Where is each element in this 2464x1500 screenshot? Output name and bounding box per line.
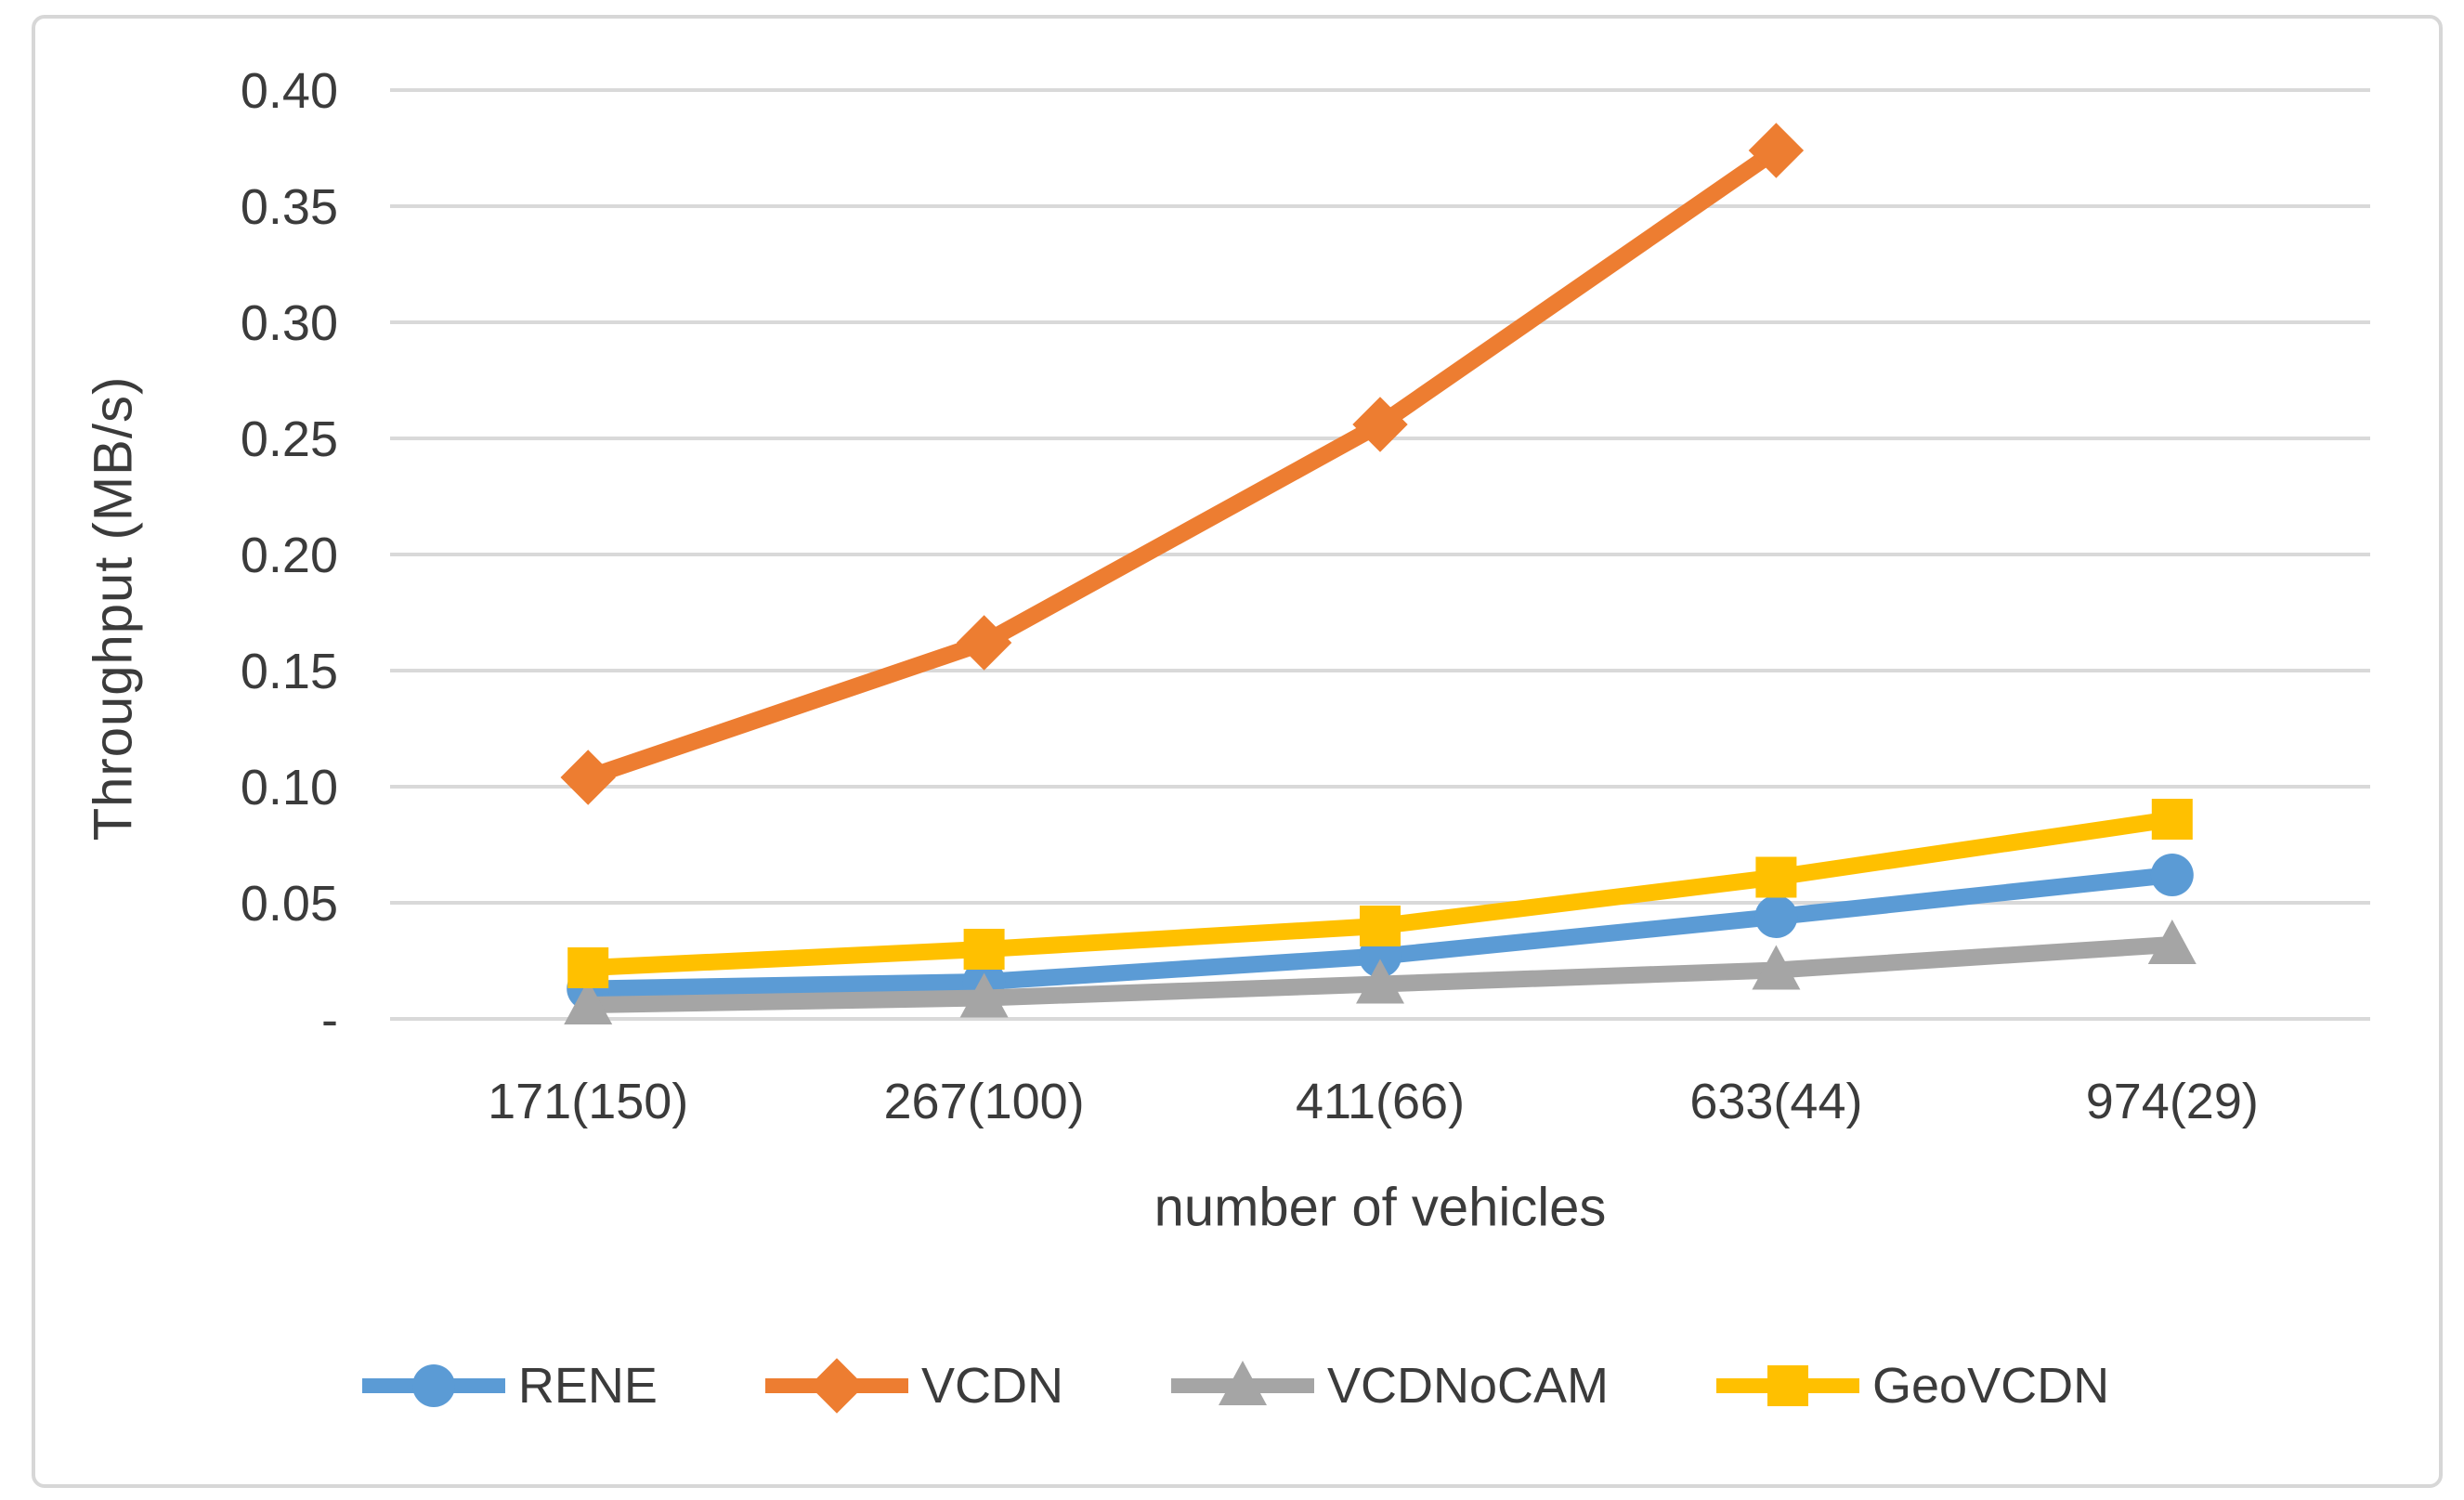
marker-GeoVCDN-2: [1360, 906, 1401, 946]
marker-VCDN-2: [1352, 397, 1408, 452]
rene-line-circle-icon: [361, 1364, 505, 1407]
legend: RENE VCDN VCDNoCAM GeoVCDN: [0, 1349, 2464, 1423]
marker-RENE-4: [2150, 854, 2194, 896]
x-axis-tick-label: 974(29): [2086, 1074, 2259, 1129]
legend-marker-VCDNoCAM: [1218, 1361, 1267, 1405]
legend-label-vcdnocam: VCDNoCAM: [1326, 1358, 1609, 1414]
marker-RENE-3: [1754, 895, 1798, 938]
legend-item-rene: RENE: [355, 1356, 658, 1415]
y-axis-tick-label: 0.05: [241, 876, 338, 932]
marker-GeoVCDN-4: [2151, 799, 2193, 840]
marker-VCDN-3: [1748, 123, 1805, 178]
vcdnocam-line-triangle-icon: [1170, 1361, 1314, 1405]
y-axis-tick-label: 0.20: [241, 528, 338, 583]
marker-VCDNoCAM-1: [959, 972, 1009, 1018]
x-axis-tick-label: 171(150): [488, 1074, 688, 1129]
y-axis-title: Throughput (MB/s): [83, 375, 144, 841]
chart-border-frame: [32, 15, 2443, 1488]
marker-GeoVCDN-1: [963, 929, 1005, 970]
marker-VCDN-1: [956, 615, 1012, 671]
geovcdn-line-square-icon: [1716, 1365, 1859, 1406]
vcdn-line-diamond-icon: [764, 1358, 908, 1414]
y-axis-tick-label: 0.35: [241, 179, 338, 235]
legend-item-vcdn: VCDN: [758, 1356, 1063, 1415]
y-axis-tick-label: 0.40: [241, 63, 338, 119]
x-axis-tick-label: 633(44): [1689, 1074, 1862, 1129]
marker-VCDNoCAM-0: [564, 980, 613, 1024]
legend-label-vcdn: VCDN: [920, 1358, 1063, 1414]
legend-marker-VCDN: [809, 1358, 865, 1414]
y-axis-tick-label: -: [321, 992, 338, 1048]
series-GeoVCDN: [567, 799, 2193, 988]
legend-label-rene: RENE: [517, 1358, 658, 1414]
series-line-VCDN: [585, 143, 1781, 786]
legend-item-vcdnocam: VCDNoCAM: [1164, 1356, 1609, 1415]
legend-marker-RENE: [411, 1364, 455, 1407]
x-axis-title: number of vehicles: [1154, 1177, 1607, 1238]
marker-VCDNoCAM-4: [2147, 920, 2197, 964]
legend-label-geovcdn: GeoVCDN: [1872, 1358, 2110, 1414]
series-VCDNoCAM: [564, 920, 2197, 1024]
marker-VCDNoCAM-2: [1356, 959, 1404, 1004]
y-axis-tick-label: 0.25: [241, 411, 338, 467]
marker-GeoVCDN-0: [567, 947, 609, 988]
y-axis-tick-label: 0.10: [241, 760, 338, 815]
marker-VCDNoCAM-3: [1752, 945, 1801, 990]
series-VCDN: [560, 123, 1805, 805]
legend-marker-GeoVCDN: [1767, 1365, 1808, 1406]
marker-VCDN-0: [560, 750, 616, 805]
x-axis-tick-label: 267(100): [884, 1074, 1085, 1129]
x-axis-tick-label: 411(66): [1296, 1074, 1465, 1129]
legend-item-geovcdn: GeoVCDN: [1709, 1356, 2109, 1415]
y-axis-tick-label: 0.15: [241, 644, 338, 699]
marker-GeoVCDN-3: [1755, 856, 1797, 898]
y-axis-tick-label: 0.30: [241, 295, 338, 351]
